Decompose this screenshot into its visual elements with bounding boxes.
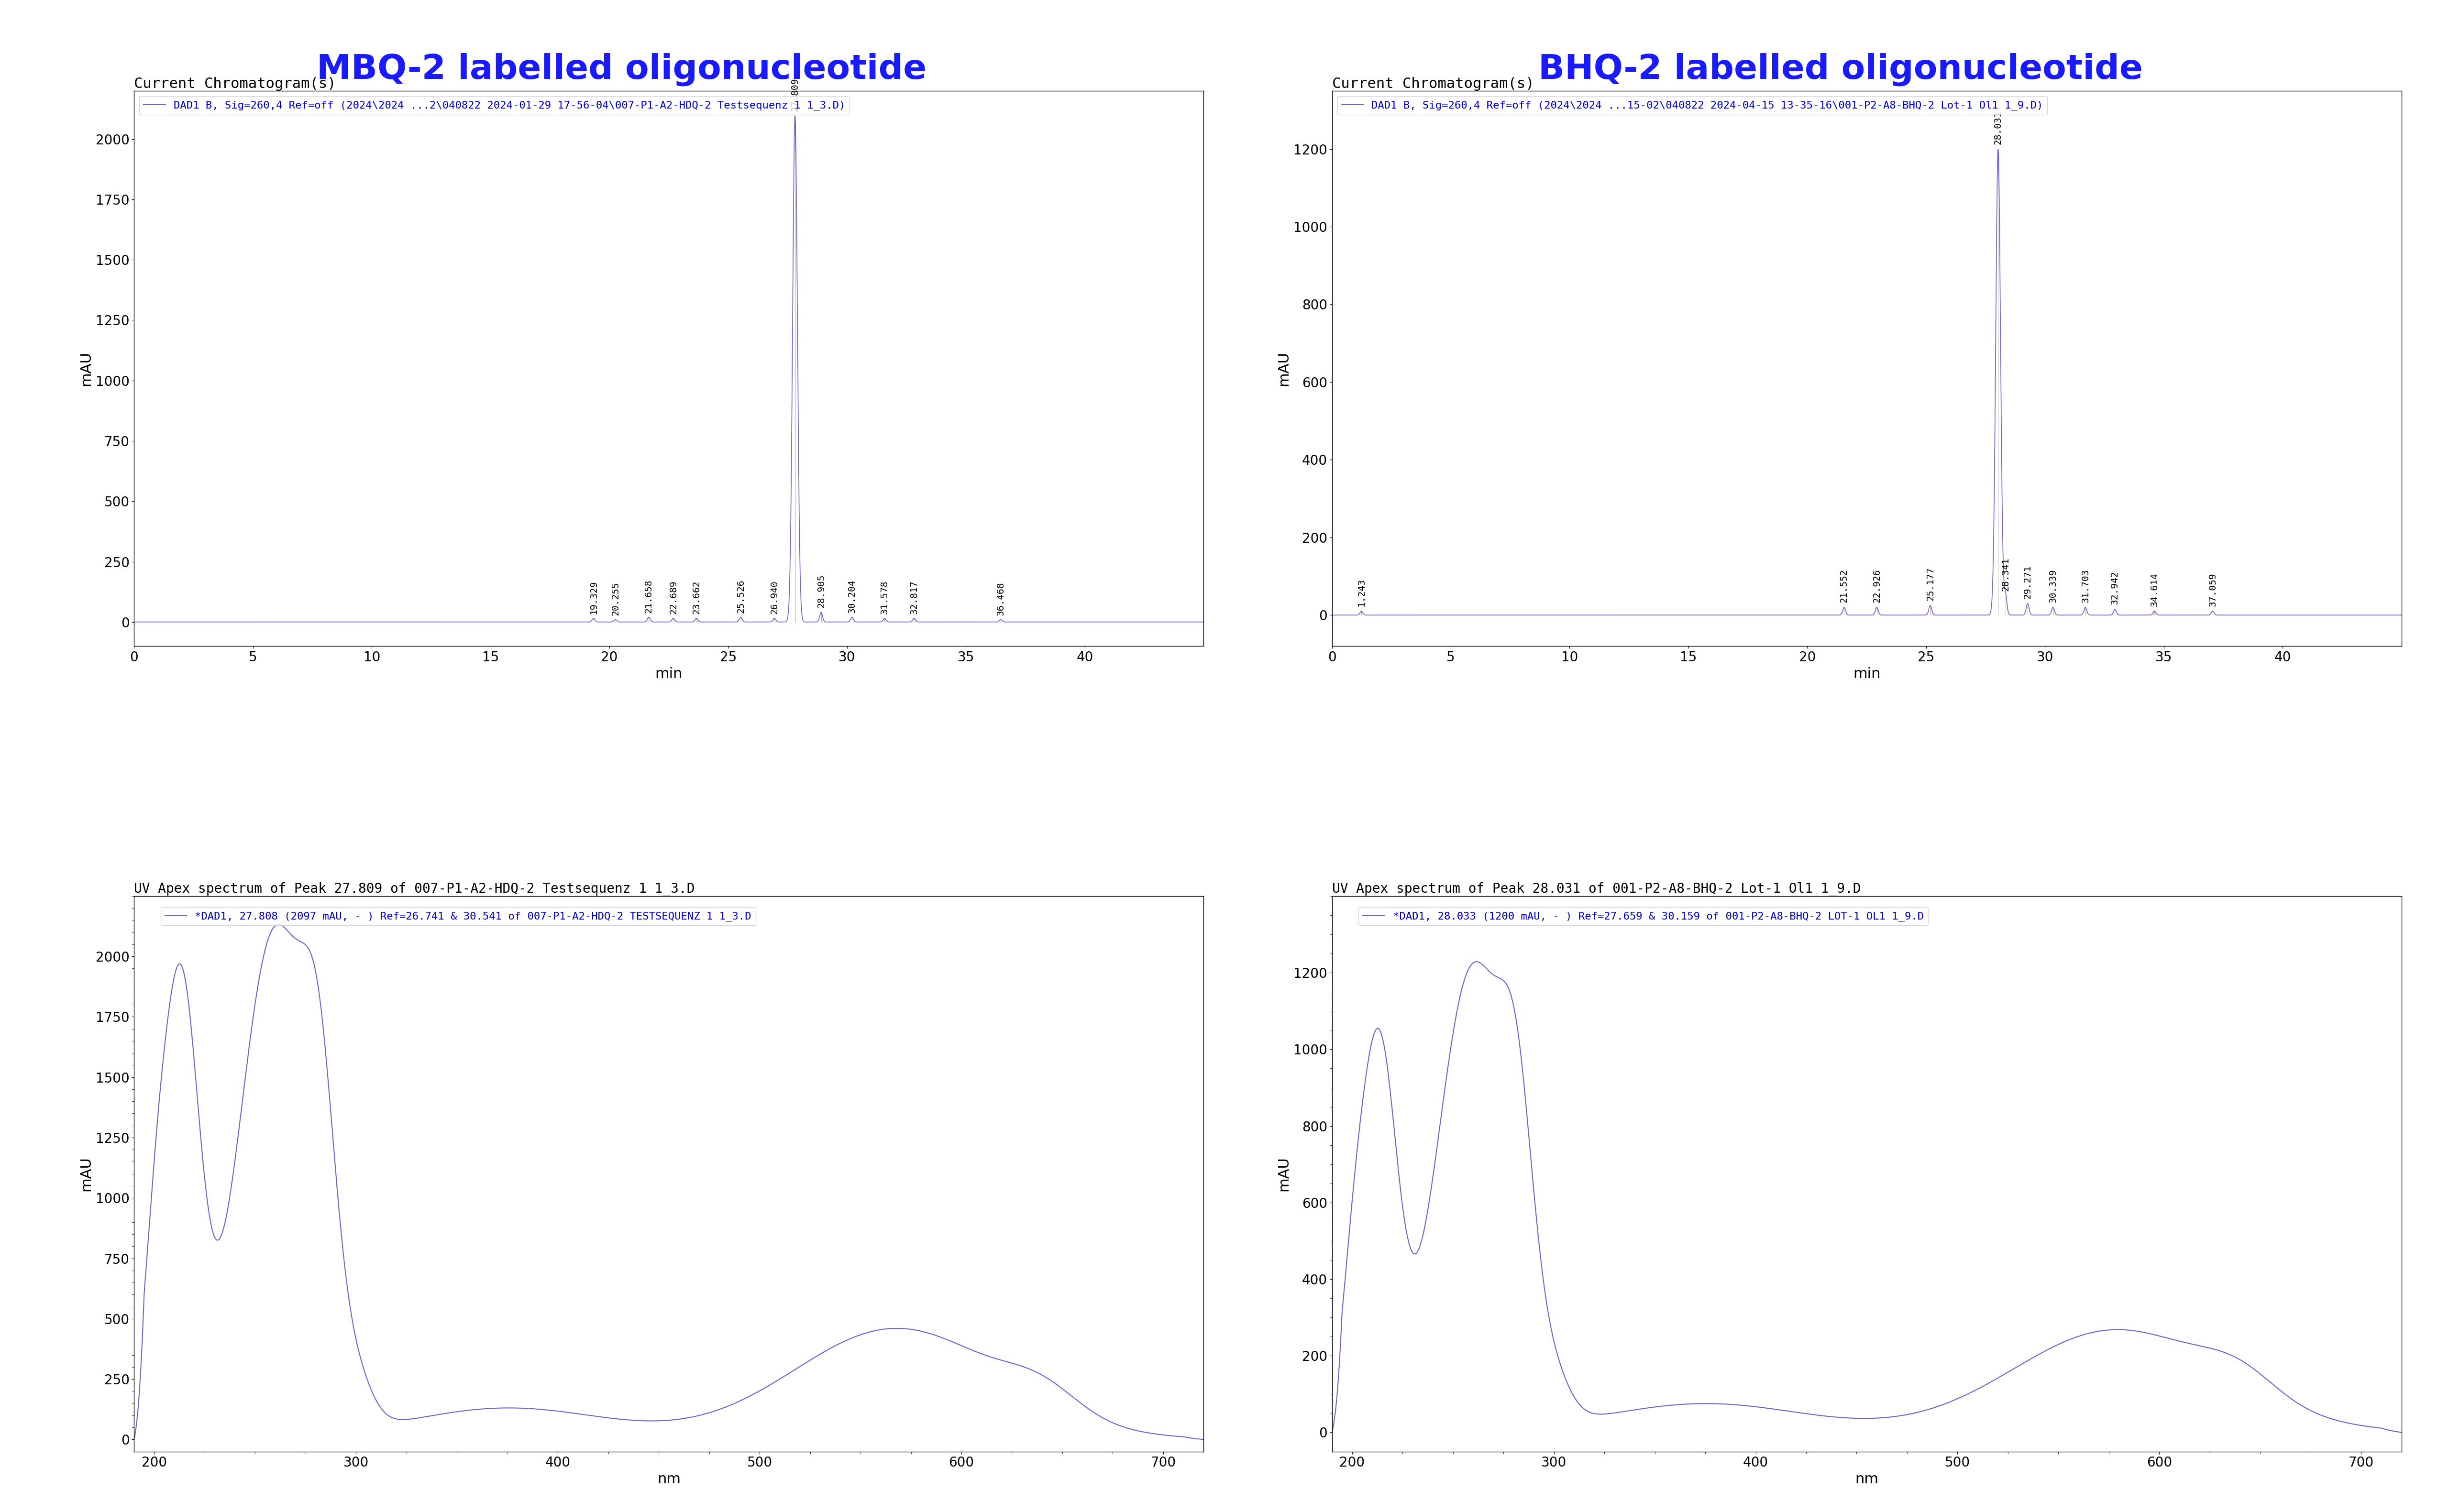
Text: 28.905: 28.905 [817,575,826,608]
Text: 19.329: 19.329 [590,581,597,614]
Text: 28.341: 28.341 [2002,558,2009,591]
X-axis label: min: min [656,667,683,680]
Text: UV Apex spectrum of Peak 28.031 of 001-P2-A8-BHQ-2 Lot-1 Ol1 1_9.D: UV Apex spectrum of Peak 28.031 of 001-P… [1331,881,1860,897]
Text: 25.177: 25.177 [1926,567,1936,600]
Text: 34.614: 34.614 [2150,573,2160,606]
Text: 1.243: 1.243 [1358,579,1365,606]
Text: 26.940: 26.940 [770,581,778,614]
Text: 37.059: 37.059 [2209,573,2216,606]
Legend: DAD1 B, Sig=260,4 Ref=off (2024\2024 ...15-02\040822 2024-04-15 13-35-16\001-P2-: DAD1 B, Sig=260,4 Ref=off (2024\2024 ...… [1338,97,2048,115]
Text: 31.578: 31.578 [880,581,890,614]
Text: 21.552: 21.552 [1841,569,1848,603]
Text: 30.204: 30.204 [848,579,856,612]
Text: BHQ-2 labelled oligonucleotide: BHQ-2 labelled oligonucleotide [1538,53,2143,86]
Text: UV Apex spectrum of Peak 27.809 of 007-P1-A2-HDQ-2 Testsequenz 1 1_3.D: UV Apex spectrum of Peak 27.809 of 007-P… [134,881,695,897]
Text: 32.817: 32.817 [909,581,919,614]
Y-axis label: mAU: mAU [1278,351,1290,386]
Text: 23.662: 23.662 [692,581,702,614]
Text: 29.271: 29.271 [2024,565,2033,599]
Text: Current Chromatogram(s): Current Chromatogram(s) [1331,77,1534,91]
Text: MBQ-2 labelled oligonucleotide: MBQ-2 labelled oligonucleotide [317,53,926,86]
Legend: DAD1 B, Sig=260,4 Ref=off (2024\2024 ...2\040822 2024-01-29 17-56-04\007-P1-A2-H: DAD1 B, Sig=260,4 Ref=off (2024\2024 ...… [139,97,848,115]
Y-axis label: mAU: mAU [78,1157,93,1191]
Text: 32.942: 32.942 [2111,572,2119,605]
Text: 22.926: 22.926 [1872,569,1882,603]
Text: 36.468: 36.468 [997,582,1004,615]
Text: 28.031: 28.031 [1994,110,2002,144]
Text: Current Chromatogram(s): Current Chromatogram(s) [134,77,336,91]
X-axis label: min: min [1853,667,1880,680]
Y-axis label: mAU: mAU [1278,1157,1290,1191]
Legend: *DAD1, 27.808 (2097 mAU, - ) Ref=26.741 & 30.541 of 007-P1-A2-HDQ-2 TESTSEQUENZ : *DAD1, 27.808 (2097 mAU, - ) Ref=26.741 … [161,907,756,925]
Legend: *DAD1, 28.033 (1200 mAU, - ) Ref=27.659 & 30.159 of 001-P2-A8-BHQ-2 LOT-1 OL1 1_: *DAD1, 28.033 (1200 mAU, - ) Ref=27.659 … [1358,907,1928,925]
Text: 21.658: 21.658 [644,579,653,612]
Text: 27.809: 27.809 [790,77,800,112]
Text: 30.339: 30.339 [2048,569,2058,603]
Text: 22.689: 22.689 [668,581,678,614]
Y-axis label: mAU: mAU [78,351,93,386]
Text: 31.703: 31.703 [2082,569,2089,603]
Text: 20.255: 20.255 [612,582,619,615]
X-axis label: nm: nm [1855,1473,1877,1486]
X-axis label: nm: nm [658,1473,680,1486]
Text: 25.526: 25.526 [736,579,746,612]
